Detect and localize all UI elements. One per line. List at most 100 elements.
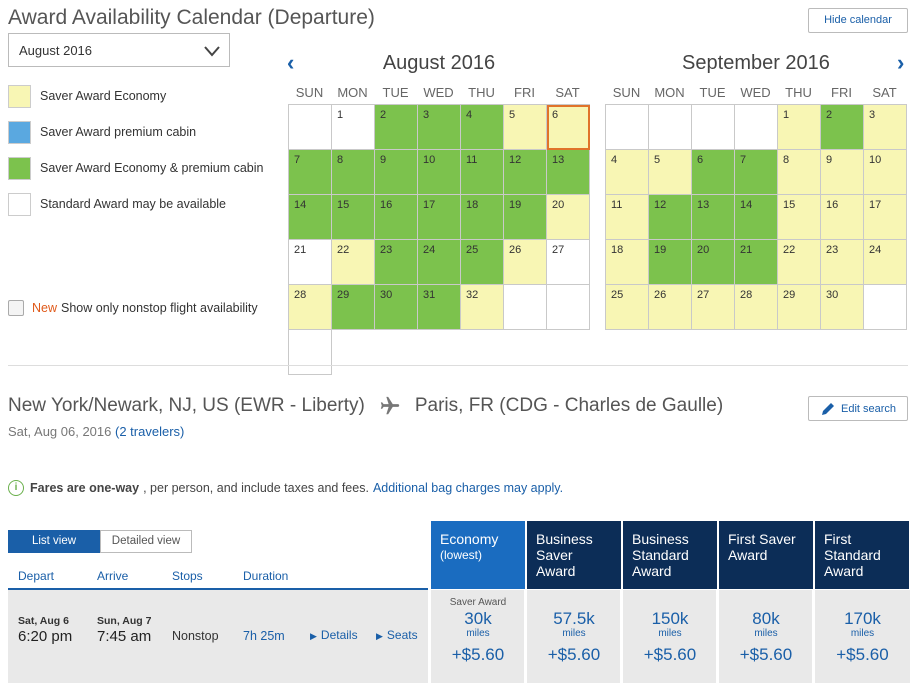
calendar-day-cell[interactable]: 20 [547,195,590,240]
calendar-day-cell[interactable]: 27 [692,285,735,330]
calendar-day-cell[interactable]: 6 [692,150,735,195]
edit-search-button[interactable]: Edit search [808,396,908,421]
tab-detailed-view[interactable]: Detailed view [100,530,192,553]
calendar-day-cell[interactable]: 22 [332,240,375,285]
calendar-day-cell[interactable]: 17 [418,195,461,240]
calendar-day-cell[interactable]: 3 [864,105,907,150]
column-header-duration[interactable]: Duration [243,569,289,583]
calendar-day-cell[interactable]: 16 [821,195,864,240]
fare-column-first-saver[interactable]: First Saver Award [719,521,813,589]
calendar-day-cell[interactable]: 11 [461,150,504,195]
calendar-day-cell[interactable]: 24 [418,240,461,285]
calendar-day-cell[interactable]: 17 [864,195,907,240]
prev-month-arrow[interactable]: ‹ [287,50,295,75]
calendar-day-cell[interactable]: 8 [332,150,375,195]
price-cell-business-saver[interactable]: 57.5k miles +$5.60 [524,590,621,683]
travelers-link[interactable]: (2 travelers) [115,424,185,439]
calendar-day-cell[interactable]: 11 [606,195,649,240]
details-link[interactable]: ▶ Details [310,628,358,642]
calendar-day-cell[interactable]: 23 [821,240,864,285]
search-subline: Sat, Aug 06, 2016 (2 travelers) [8,424,184,439]
calendar-day-cell[interactable]: 26 [649,285,692,330]
price-cell-business-standard[interactable]: 150k miles +$5.60 [620,590,717,683]
price-cell-first-standard[interactable]: 170k miles +$5.60 [812,590,910,683]
day-of-week-label: SUN [612,85,641,100]
calendar-month-title: August 2016 [382,52,496,74]
calendar-day-cell[interactable]: 31 [418,285,461,330]
calendar-day-cell[interactable]: 29 [332,285,375,330]
month-select-value: August 2016 [19,43,93,58]
calendar-empty-cell [289,105,332,150]
calendar-day-cell[interactable]: 4 [606,150,649,195]
calendar-day-cell[interactable]: 6 [547,105,590,150]
calendar-day-cell[interactable]: 9 [375,150,418,195]
calendar-day-cell[interactable]: 4 [461,105,504,150]
nonstop-filter[interactable]: New Show only nonstop flight availabilit… [8,300,258,316]
calendar-empty-cell [735,105,778,150]
calendar-day-cell[interactable]: 18 [461,195,504,240]
legend-item-saver-premium: Saver Award premium cabin [8,120,263,144]
calendar-day-cell[interactable]: 20 [692,240,735,285]
calendar-day-cell[interactable]: 14 [289,195,332,240]
calendar-day-cell[interactable]: 8 [778,150,821,195]
calendar-day-cell[interactable]: 25 [461,240,504,285]
calendar-day-cell[interactable]: 23 [375,240,418,285]
calendar-day-cell[interactable]: 18 [606,240,649,285]
calendar-day-cell[interactable]: 9 [821,150,864,195]
tab-list-view[interactable]: List view [8,530,100,553]
fares-note-text: , per person, and include taxes and fees… [143,481,369,495]
calendar-day-cell[interactable]: 5 [504,105,547,150]
month-select[interactable]: August 2016 [8,33,230,67]
calendar-day-cell[interactable]: 12 [504,150,547,195]
calendar-day-cell[interactable]: 30 [375,285,418,330]
calendar-day-cell[interactable]: 25 [606,285,649,330]
calendar-day-cell[interactable]: 10 [418,150,461,195]
calendar-day-cell[interactable]: 24 [864,240,907,285]
calendar-day-cell[interactable]: 12 [649,195,692,240]
calendar-day-cell[interactable]: 26 [504,240,547,285]
column-header-arrive[interactable]: Arrive [97,569,129,583]
calendar-day-cell[interactable]: 15 [778,195,821,240]
calendar-day-cell[interactable]: 27 [547,240,590,285]
seats-link[interactable]: ▶ Seats [376,628,418,642]
fare-column-business-saver[interactable]: Business Saver Award [527,521,621,589]
calendar-day-cell[interactable]: 5 [649,150,692,195]
price-cell-economy[interactable]: Saver Award 30k miles +$5.60 [428,590,525,683]
calendar-day-cell[interactable]: 32 [461,285,504,330]
calendar-day-cell[interactable]: 29 [778,285,821,330]
hide-calendar-button[interactable]: Hide calendar [808,8,908,33]
calendar-day-cell[interactable]: 28 [735,285,778,330]
calendar-day-cell[interactable]: 22 [778,240,821,285]
depart-time: 6:20 pm [18,628,73,645]
price-cell-first-saver[interactable]: 80k miles +$5.60 [716,590,813,683]
legend: Saver Award Economy Saver Award premium … [8,84,263,228]
calendar-day-cell[interactable]: 16 [375,195,418,240]
calendar-day-cell[interactable]: 7 [289,150,332,195]
fare-column-economy[interactable]: Economy (lowest) [431,521,525,589]
calendar-day-cell[interactable]: 28 [289,285,332,330]
calendar-day-cell[interactable]: 19 [504,195,547,240]
column-header-stops[interactable]: Stops [172,569,203,583]
calendar-day-cell[interactable]: 13 [692,195,735,240]
price-label [815,597,910,609]
calendar-day-cell[interactable]: 21 [289,240,332,285]
calendar-day-cell[interactable]: 19 [649,240,692,285]
calendar-day-cell[interactable]: 1 [778,105,821,150]
calendar-day-cell[interactable]: 2 [375,105,418,150]
calendar-day-cell[interactable]: 3 [418,105,461,150]
calendar-day-cell[interactable]: 7 [735,150,778,195]
fare-column-first-standard[interactable]: First Standard Award [815,521,909,589]
calendar-day-cell[interactable]: 1 [332,105,375,150]
fare-column-business-standard[interactable]: Business Standard Award [623,521,717,589]
next-month-arrow[interactable]: › [897,50,905,75]
calendar-day-cell[interactable]: 2 [821,105,864,150]
calendar-day-cell[interactable]: 13 [547,150,590,195]
nonstop-checkbox[interactable] [8,300,24,316]
calendar-day-cell[interactable]: 10 [864,150,907,195]
column-header-depart[interactable]: Depart [18,569,55,583]
calendar-day-cell[interactable]: 15 [332,195,375,240]
calendar-day-cell[interactable]: 14 [735,195,778,240]
calendar-day-cell[interactable]: 30 [821,285,864,330]
calendar-day-cell[interactable]: 21 [735,240,778,285]
bag-charges-link[interactable]: Additional bag charges may apply. [372,481,564,495]
